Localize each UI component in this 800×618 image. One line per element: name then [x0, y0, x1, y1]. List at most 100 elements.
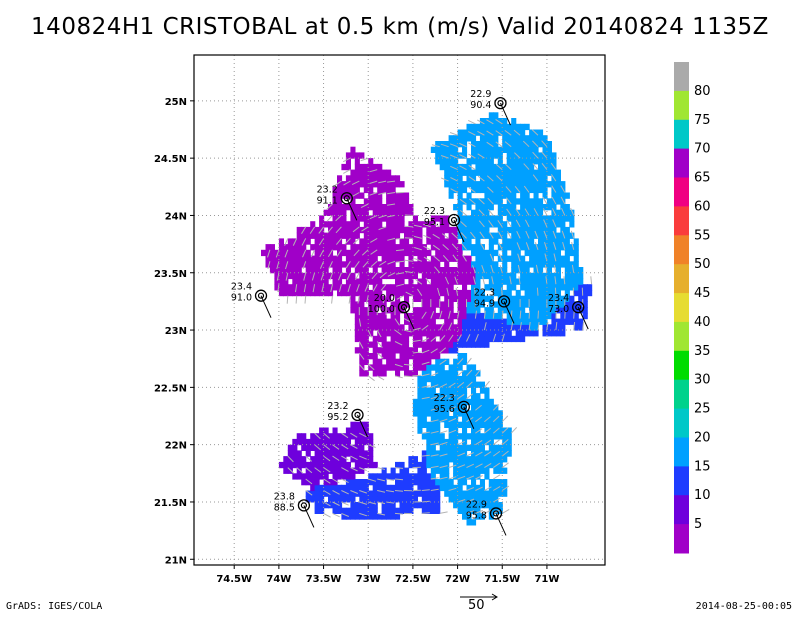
wind-cell [471, 427, 477, 434]
x-tick-label: 74W [266, 574, 291, 585]
wind-cell [462, 169, 468, 176]
wind-vector [284, 249, 289, 258]
wind-cell [457, 129, 463, 136]
wind-cell [520, 163, 526, 171]
wind-cell [426, 307, 432, 314]
wind-vector [457, 310, 460, 319]
wind-cell [386, 353, 392, 360]
wind-cell [484, 330, 490, 337]
wind-cell [564, 232, 570, 239]
wind-cell [448, 381, 454, 388]
wind-cell [524, 204, 530, 211]
wind-cell [390, 226, 396, 234]
wind-cell [435, 479, 441, 486]
wind-cell [386, 341, 392, 348]
wind-vector [303, 272, 307, 281]
wind-cell [386, 244, 392, 251]
wind-cell [395, 209, 401, 216]
wind-cell [377, 473, 383, 480]
wind-cell [479, 249, 485, 257]
wind-cell [529, 307, 535, 314]
wind-cell [368, 513, 374, 520]
wind-cell [399, 353, 405, 360]
wind-cell [314, 507, 320, 514]
wind-cell [502, 267, 508, 274]
wind-cell [551, 215, 557, 222]
wind-cell [372, 496, 378, 503]
wind-cell [475, 502, 481, 509]
wind-cell [426, 507, 432, 514]
wind-cell [497, 158, 503, 165]
wind-cell [372, 318, 378, 325]
wind-cell [314, 226, 320, 234]
wind-cell [430, 301, 436, 308]
wind-vector [364, 283, 369, 292]
wind-cell [542, 215, 548, 222]
wind-cell [471, 141, 477, 148]
wind-cell [453, 398, 459, 406]
wind-cell [363, 295, 369, 302]
wind-cell [546, 226, 552, 234]
wind-cell [479, 381, 485, 388]
wind-vector [404, 270, 413, 274]
wind-cell [497, 204, 503, 211]
wind-cell [560, 255, 566, 262]
wind-cell [283, 261, 289, 268]
wind-cell [421, 353, 427, 360]
wind-vector [396, 283, 405, 287]
wind-cell [417, 267, 423, 274]
wind-cell [390, 181, 396, 188]
wind-cell [484, 398, 490, 406]
wind-cell [457, 404, 463, 411]
wind-cell [448, 158, 454, 165]
wind-cell [524, 238, 530, 245]
wind-cell [555, 181, 561, 188]
wind-cell [319, 444, 325, 451]
wind-cell [538, 278, 544, 285]
wind-vector [563, 276, 566, 285]
wind-cell [493, 135, 499, 142]
wind-vector [468, 198, 476, 205]
wind-cell [310, 272, 316, 280]
wind-cell [408, 347, 414, 354]
wind-cell [529, 158, 535, 165]
wind-cell [502, 141, 508, 148]
wind-cell [493, 289, 499, 297]
wind-cell [551, 232, 557, 239]
wind-cell [444, 215, 450, 222]
wind-cell [417, 421, 423, 428]
wind-cell [542, 278, 548, 285]
wind-cell [533, 169, 539, 176]
wind-cell [377, 272, 383, 280]
wind-cell [296, 289, 302, 297]
wind-cell [488, 490, 494, 497]
wind-cell [310, 278, 316, 285]
wind-cell [471, 467, 477, 474]
wind-cell [292, 244, 298, 251]
wind-cell [462, 238, 468, 245]
wind-vector [582, 322, 584, 331]
wind-cell [475, 427, 481, 434]
wind-vector [421, 337, 430, 342]
wind-vector [332, 501, 340, 506]
wind-cell [497, 335, 503, 343]
wind-cell [493, 215, 499, 222]
wind-cell [529, 221, 535, 228]
wind-vector [296, 467, 304, 474]
wind-cell [332, 226, 338, 234]
wind-cell [511, 335, 517, 343]
wind-cell [328, 450, 334, 457]
wind-cell [546, 324, 552, 331]
wind-cell [354, 152, 360, 159]
wind-cell [430, 267, 436, 274]
wind-cell [569, 232, 575, 239]
wind-cell [582, 295, 588, 302]
wind-cell [453, 393, 459, 400]
wind-cell [533, 198, 539, 205]
wind-cell [395, 484, 401, 492]
wind-cell [417, 261, 423, 268]
wind-cell [493, 312, 499, 320]
wind-cell [524, 289, 530, 297]
wind-cell [430, 289, 436, 297]
wind-vector [338, 284, 342, 293]
